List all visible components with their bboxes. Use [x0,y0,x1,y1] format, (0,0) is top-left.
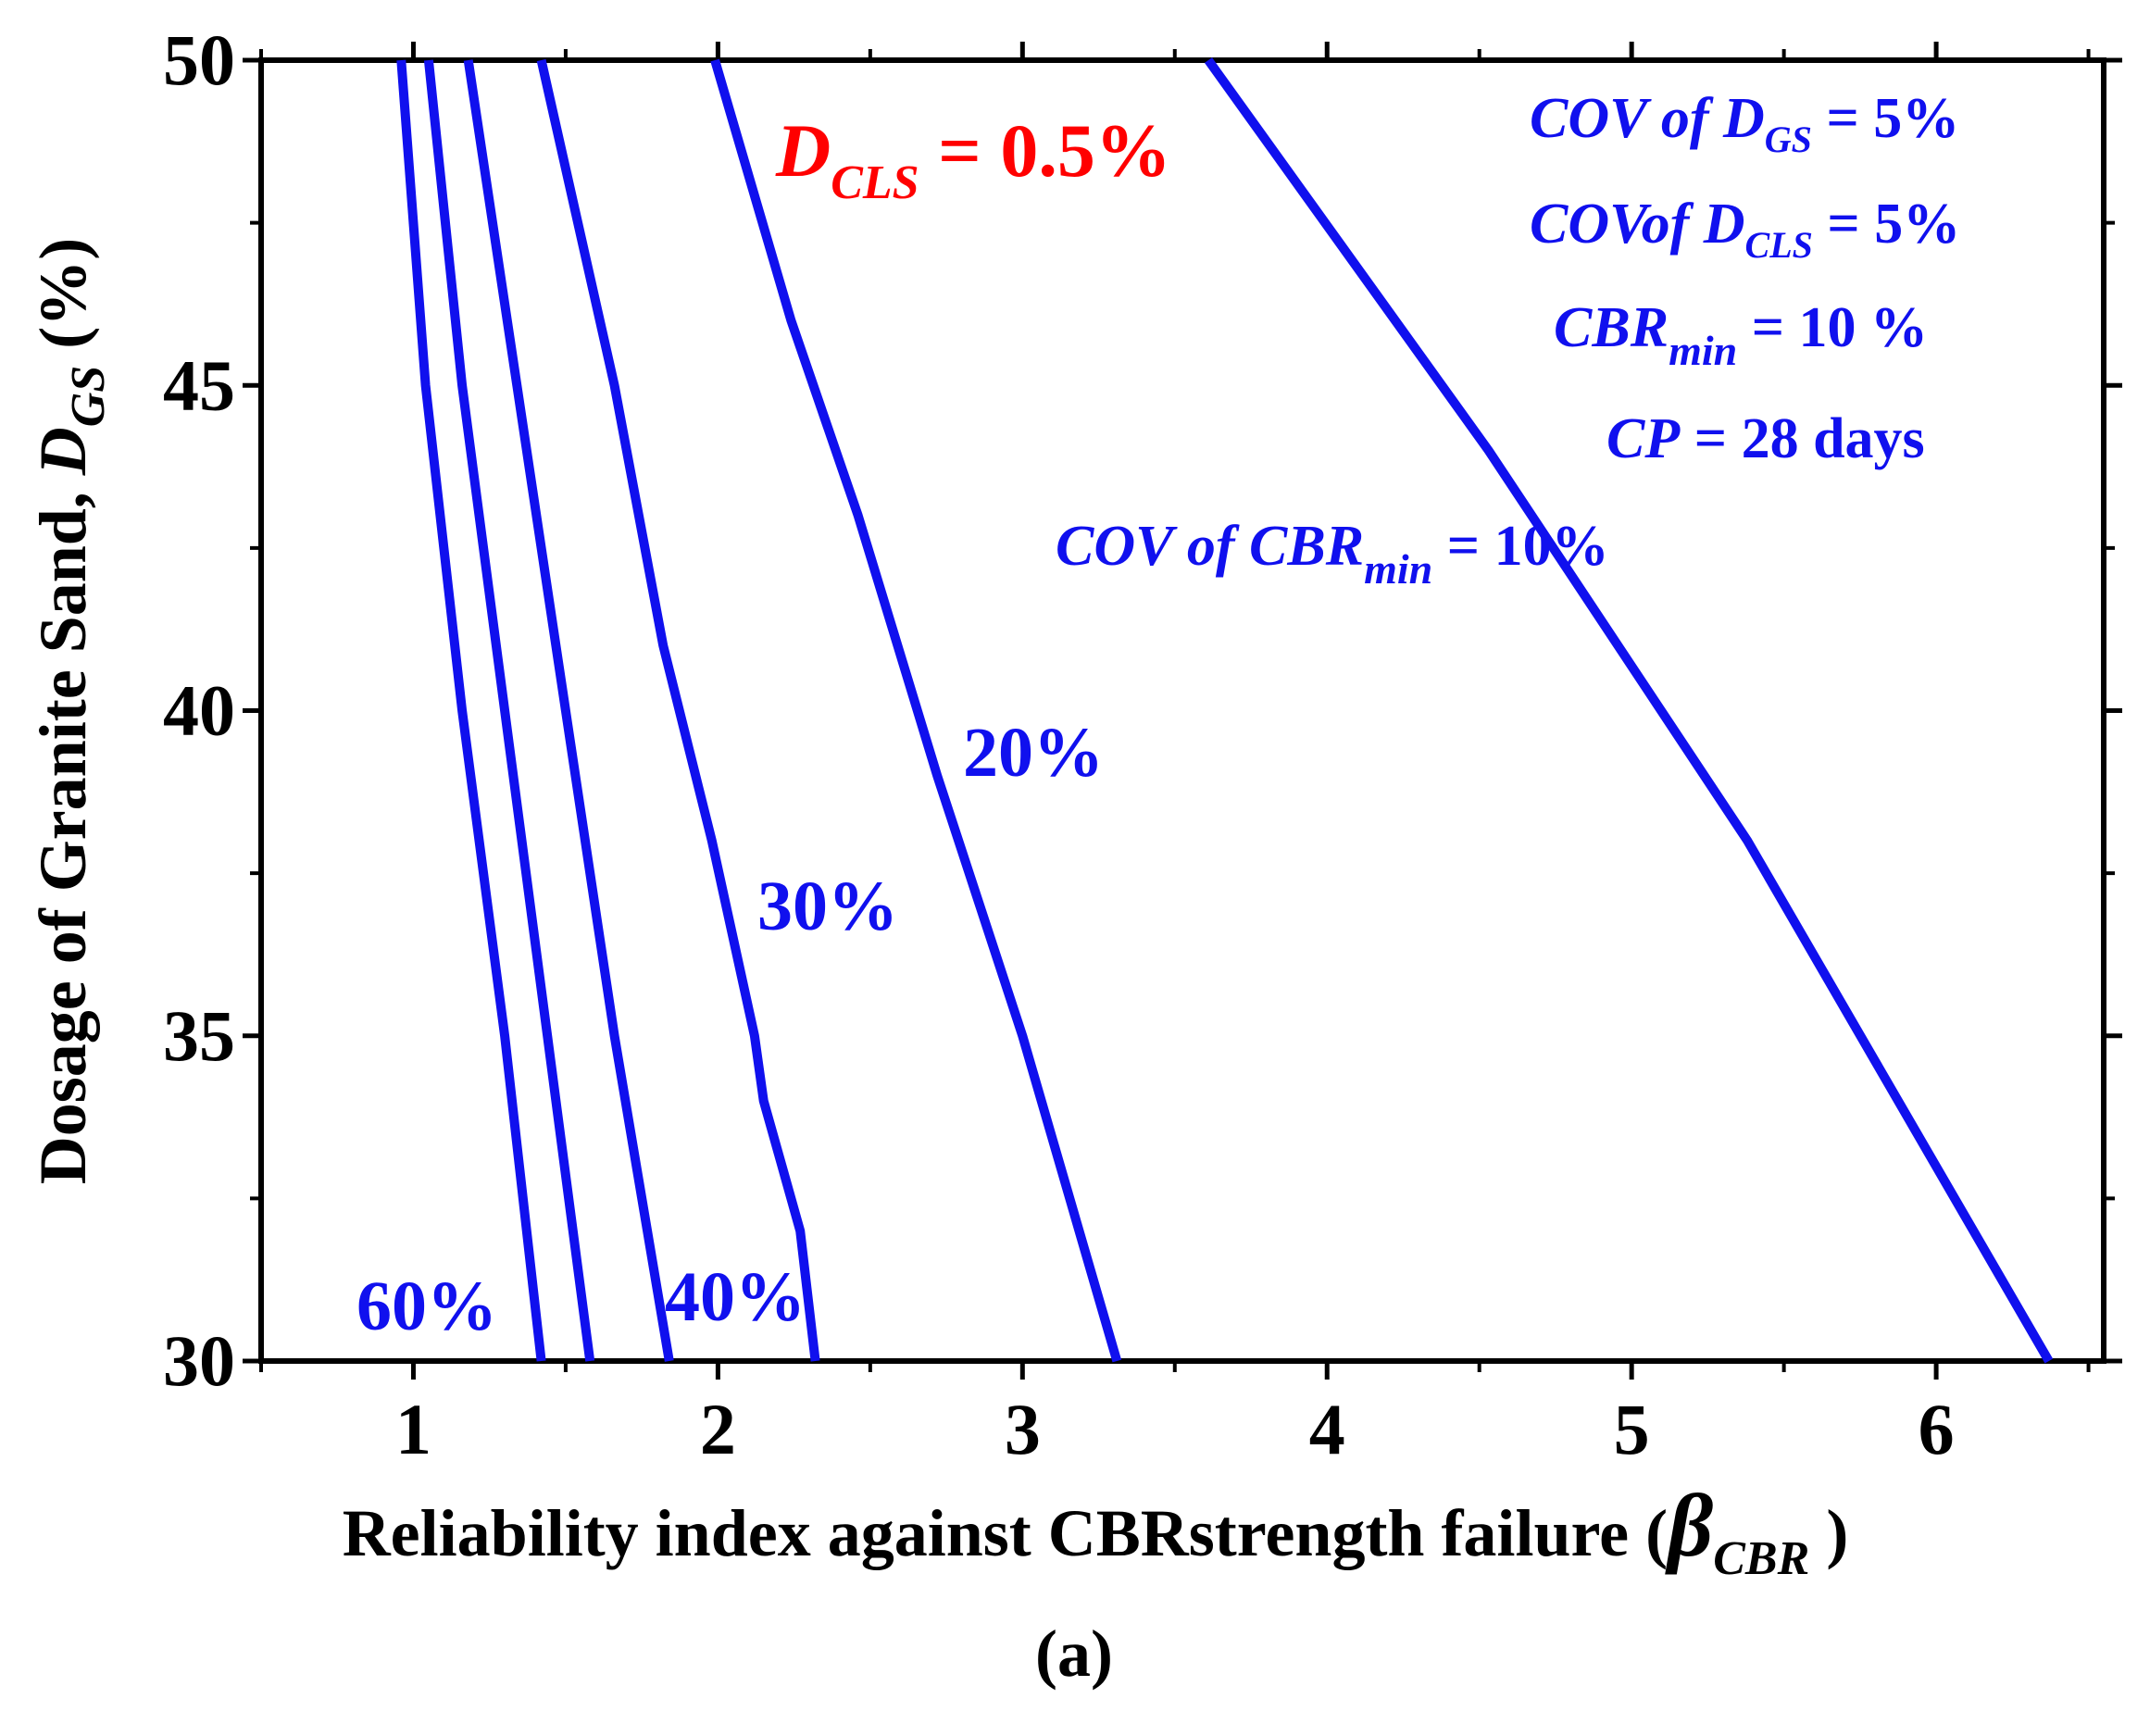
figure-caption: (a) [1035,1617,1113,1691]
series-line-20 [710,58,1122,1363]
y-tick-label: 30 [163,1320,235,1401]
series-line-60 [396,59,546,1362]
x-tick-label: 4 [1309,1389,1345,1469]
series-label-40: 40% [665,1258,806,1336]
x-tick-label: 1 [395,1389,431,1469]
y-tick-label: 50 [163,19,235,100]
series-line-10 [1204,57,2054,1364]
x-tick-label: 6 [1919,1389,1955,1469]
cov-dgs-annotation: COV of DGS = 5% [1530,87,1959,160]
y-tick-label: 40 [163,670,235,751]
cp-annotation: CP = 28 days [1606,407,1925,470]
series-line-50 [423,59,595,1362]
y-tick-label: 45 [163,344,235,425]
x-tick-label: 3 [1005,1389,1041,1469]
series-line-40 [463,59,674,1362]
cbrmin-annotation: CBRmin = 10 % [1554,296,1928,374]
series-label-60: 60% [356,1268,497,1345]
x-axis-title: Reliability index against CBRstrength fa… [343,1476,1849,1585]
series-label-30: 30% [757,868,898,945]
x-tick-label: 5 [1614,1389,1650,1469]
y-tick-label: 35 [163,995,235,1076]
axis-ticks [243,42,2122,1380]
dcls-annotation: DCLS = 0.5% [775,108,1171,209]
series-line-30 [536,58,820,1362]
series-label-20: 20% [963,714,1104,792]
cov-dcls-annotation: COVof DCLS = 5% [1530,193,1960,266]
series-lines [396,57,2054,1364]
x-tick-label: 2 [700,1389,736,1469]
y-axis-title: Dosage of Granite Sand, DGS (%) [26,238,115,1184]
cov-cbr-annotation: COV of CBRmin = 10% [1056,515,1609,593]
